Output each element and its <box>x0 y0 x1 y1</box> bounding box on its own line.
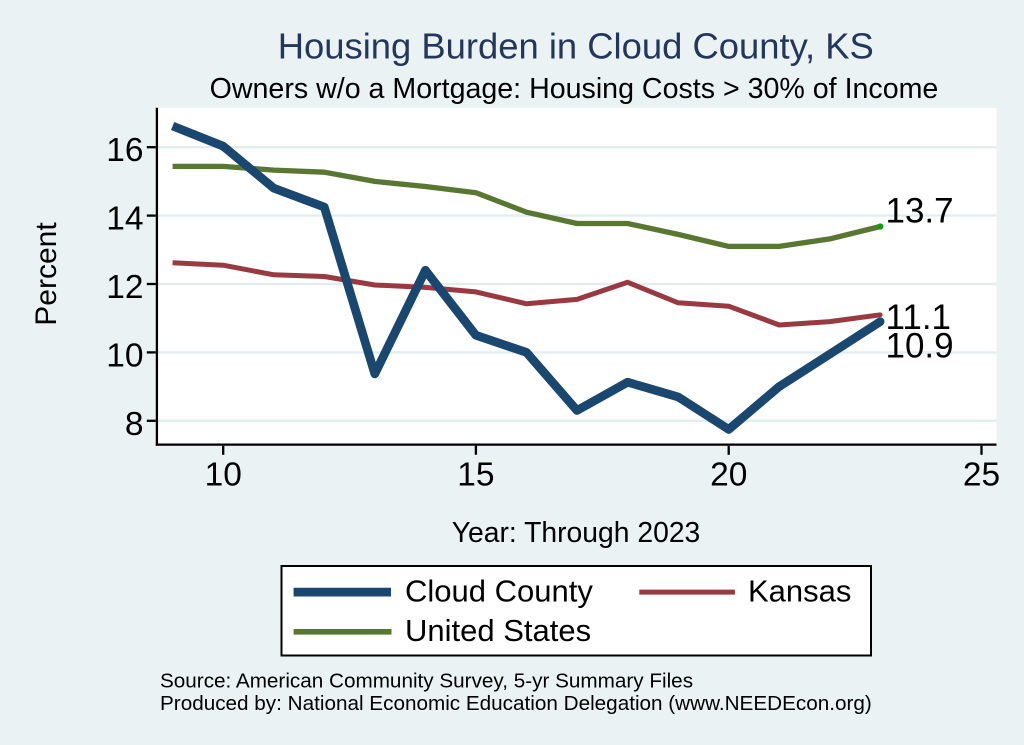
svg-text:Percent: Percent <box>30 222 63 326</box>
svg-text:11.1: 11.1 <box>886 298 952 337</box>
svg-text:Housing Burden in Cloud County: Housing Burden in Cloud County, KS <box>278 25 874 66</box>
svg-text:12: 12 <box>106 269 143 306</box>
svg-text:15: 15 <box>457 457 494 494</box>
svg-text:Produced by: National Economic: Produced by: National Economic Education… <box>160 692 872 715</box>
svg-text:Year: Through 2023: Year: Through 2023 <box>452 516 701 548</box>
svg-text:10: 10 <box>205 457 242 494</box>
svg-text:Cloud County: Cloud County <box>405 574 593 609</box>
svg-text:20: 20 <box>710 457 747 494</box>
svg-text:Kansas: Kansas <box>748 574 851 609</box>
svg-text:United States: United States <box>405 613 591 648</box>
svg-text:10.9: 10.9 <box>886 327 954 366</box>
svg-text:8: 8 <box>125 406 144 443</box>
svg-text:10: 10 <box>106 337 143 374</box>
svg-text:14: 14 <box>106 201 143 238</box>
svg-text:16: 16 <box>106 132 143 169</box>
svg-text:Source: American Community Sur: Source: American Community Survey, 5-yr … <box>160 670 693 693</box>
svg-text:25: 25 <box>963 457 1000 494</box>
svg-text:Owners w/o a Mortgage: Housing: Owners w/o a Mortgage: Housing Costs > 3… <box>210 73 939 105</box>
svg-text:13.7: 13.7 <box>886 191 954 230</box>
